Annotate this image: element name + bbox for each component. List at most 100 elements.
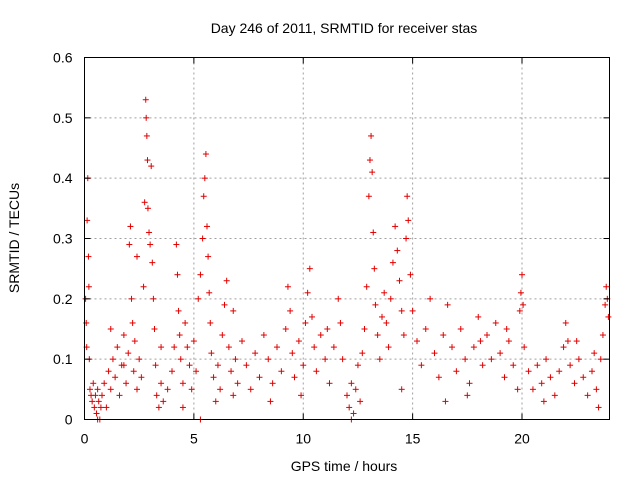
data-point: [269, 380, 276, 387]
x-tick-label: 15: [405, 431, 421, 447]
data-point: [243, 362, 250, 369]
data-point: [484, 332, 490, 339]
data-point: [385, 344, 392, 351]
data-point: [201, 175, 208, 182]
data-point: [381, 289, 388, 296]
data-point: [131, 338, 138, 345]
data-point: [543, 356, 550, 363]
data-point: [475, 313, 482, 320]
y-tick-label: 0.6: [53, 50, 73, 66]
data-point: [346, 404, 353, 411]
data-point: [103, 404, 110, 411]
data-point: [129, 319, 136, 326]
data-point: [414, 338, 420, 345]
data-point: [176, 332, 183, 339]
data-point: [101, 380, 108, 387]
data-point: [370, 229, 377, 236]
data-point: [440, 332, 447, 339]
data-point: [164, 386, 171, 393]
data-point: [175, 307, 182, 314]
data-point: [125, 350, 132, 357]
data-point: [289, 350, 296, 357]
data-point: [179, 404, 186, 411]
data-point: [219, 332, 226, 339]
data-point: [123, 380, 130, 387]
data-point: [470, 344, 477, 351]
x-tick-labels: 0 5 10 15 20: [81, 431, 530, 447]
data-point: [134, 386, 140, 393]
data-point: [605, 313, 612, 320]
data-point: [267, 398, 274, 405]
data-point: [520, 301, 527, 308]
data-point: [571, 380, 578, 387]
data-point: [284, 283, 291, 290]
data-point: [200, 193, 207, 200]
data-point: [130, 368, 137, 375]
data-point: [339, 356, 346, 363]
data-point: [107, 386, 114, 393]
data-point: [92, 392, 99, 399]
data-point: [141, 199, 148, 206]
data-point: [517, 289, 524, 296]
data-point: [564, 338, 571, 345]
data-point: [497, 350, 504, 357]
data-point: [230, 307, 237, 314]
data-point: [149, 259, 156, 266]
data-point: [398, 386, 405, 393]
data-point: [127, 223, 134, 230]
data-point: [516, 307, 523, 314]
data-point: [335, 295, 342, 302]
data-point: [514, 386, 521, 393]
data-point: [551, 392, 558, 399]
data-point: [354, 362, 361, 369]
data-point: [464, 392, 471, 399]
data-point: [85, 283, 92, 290]
data-point: [521, 344, 528, 351]
data-point: [326, 380, 333, 387]
data-point: [503, 326, 510, 332]
data-point: [89, 398, 96, 405]
data-point: [431, 350, 438, 357]
data-point: [573, 338, 580, 345]
data-point: [396, 277, 403, 284]
data-point: [453, 368, 460, 375]
data-point: [234, 380, 241, 387]
data-point: [177, 356, 184, 363]
data-point: [197, 271, 204, 278]
data-point: [330, 344, 337, 351]
data-point: [492, 319, 499, 326]
data-point: [302, 319, 309, 326]
data-point: [387, 295, 394, 302]
data-point: [179, 380, 186, 387]
data-point: [311, 344, 318, 351]
data-point: [477, 338, 484, 345]
data-point: [405, 217, 412, 224]
data-point: [466, 380, 473, 387]
data-point: [93, 410, 100, 417]
data-point: [422, 326, 429, 332]
grid-lines: [84, 57, 610, 420]
data-point: [206, 289, 213, 296]
data-point: [190, 338, 197, 345]
data-point: [374, 332, 381, 339]
data-point: [148, 163, 155, 170]
y-tick-label: 0.2: [53, 291, 73, 307]
data-point: [150, 295, 157, 302]
data-point: [324, 326, 331, 332]
data-point: [109, 356, 116, 363]
data-point: [435, 374, 442, 381]
data-point: [91, 404, 98, 411]
x-tick-label: 20: [514, 431, 530, 447]
data-point: [357, 398, 364, 405]
y-tick-label: 0.5: [53, 110, 73, 126]
data-point: [599, 332, 606, 339]
data-point: [409, 307, 416, 314]
data-point: [363, 283, 370, 290]
data-point: [195, 295, 202, 302]
data-point: [116, 392, 123, 399]
data-point: [158, 344, 165, 351]
data-point: [188, 386, 195, 393]
data-point: [120, 332, 127, 339]
data-point: [120, 362, 127, 369]
data-point: [392, 223, 399, 230]
